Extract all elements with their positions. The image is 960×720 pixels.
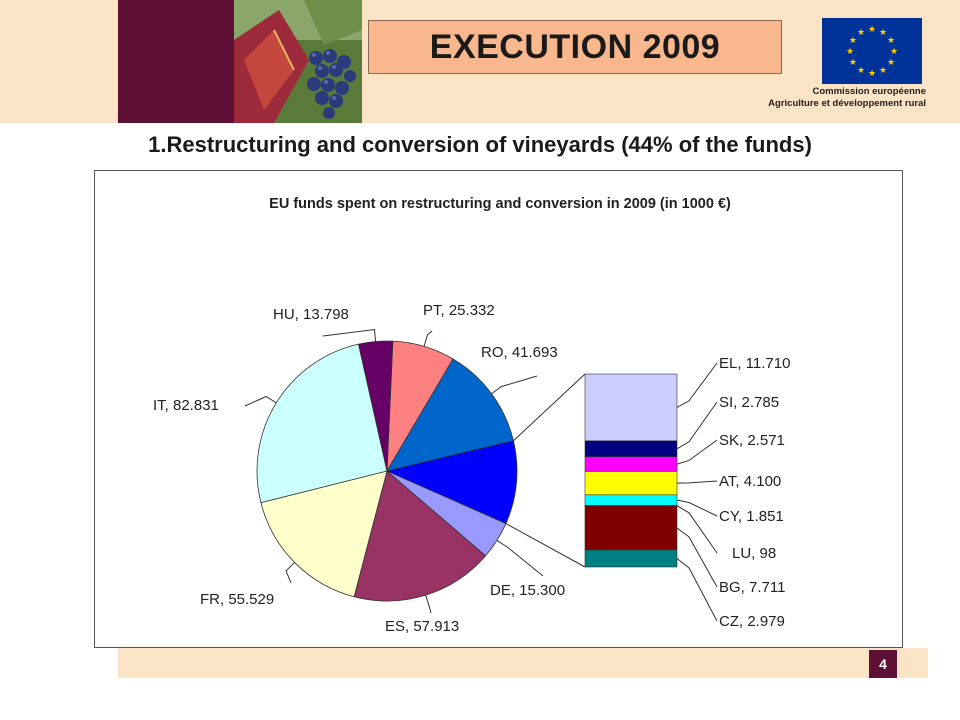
segment-label: BG, 7.711 [719, 579, 785, 596]
slice-label: PT, 25.332 [423, 302, 495, 319]
breakdown-segment [584, 440, 678, 458]
segment-leader-line [676, 401, 718, 450]
breakdown-segment [584, 456, 678, 472]
segment-label: CY, 1.851 [719, 508, 784, 525]
flag-star-icon: ★ [857, 27, 865, 37]
pie-slice [256, 343, 388, 504]
slice-leader-line [491, 375, 538, 395]
flag-star-icon: ★ [868, 24, 876, 34]
commission-logo-text: Commission européenne Agriculture et dév… [760, 86, 926, 110]
segment-leader-line [676, 362, 718, 408]
breakdown-connector-top [513, 373, 586, 442]
slice-label: DE, 15.300 [490, 582, 565, 599]
slice-leader-line [244, 395, 277, 407]
segment-leader-line [676, 558, 718, 622]
flag-star-icon: ★ [879, 27, 887, 37]
page-title: EXECUTION 2009 [368, 20, 782, 74]
slice-leader-line [425, 594, 432, 614]
breakdown-segment [584, 549, 678, 568]
pie-slice [385, 440, 518, 525]
pie-slice [386, 358, 514, 472]
slice-leader-line [285, 562, 295, 584]
slice-leader-line [496, 540, 544, 577]
segment-leader-line [676, 499, 718, 517]
slice-label: ES, 57.913 [385, 618, 459, 635]
flag-star-icon: ★ [879, 65, 887, 75]
segment-leader-line [676, 527, 718, 588]
slice-label: HU, 13.798 [273, 306, 349, 323]
flag-star-icon: ★ [849, 35, 857, 45]
grapes-photo [234, 0, 362, 123]
org-line-2: Agriculture et développement rural [768, 98, 926, 109]
breakdown-segment [584, 471, 678, 496]
chart-frame: EU funds spent on restructuring and conv… [94, 170, 903, 648]
breakdown-segment [584, 373, 678, 442]
segment-label: CZ, 2.979 [719, 613, 785, 630]
segment-label: AT, 4.100 [719, 473, 781, 490]
flag-star-icon: ★ [868, 68, 876, 78]
pie-chart: EU funds spent on restructuring and conv… [153, 196, 790, 635]
breakdown-connector-bottom [505, 523, 586, 568]
pie-slice [260, 470, 388, 598]
slide-subtitle: 1.Restructuring and conversion of vineya… [148, 132, 812, 157]
breakdown-segment [584, 505, 678, 551]
slice-label: RO, 41.693 [481, 344, 558, 361]
flag-star-icon: ★ [890, 46, 898, 56]
slice-leader-line [423, 330, 433, 347]
org-line-1: Commission européenne [812, 86, 927, 97]
slice-label: IT, 82.831 [153, 397, 219, 414]
slice-leader-line [322, 328, 377, 342]
pie-slice [358, 340, 394, 472]
flag-star-icon: ★ [849, 57, 857, 67]
flag-star-icon: ★ [887, 35, 895, 45]
flag-star-icon: ★ [887, 57, 895, 67]
segment-leader-line [676, 439, 718, 465]
header-accent-bar [118, 0, 234, 123]
segment-label: EL, 11.710 [719, 355, 790, 372]
page-number: 4 [869, 650, 897, 678]
flag-star-icon: ★ [846, 46, 854, 56]
slice-label: FR, 55.529 [200, 591, 274, 608]
segment-label: LU, 98 [732, 545, 776, 562]
flag-star-icon: ★ [857, 65, 865, 75]
breakdown-segment [584, 494, 678, 506]
segment-leader-line [676, 480, 718, 484]
pie-slice [353, 470, 487, 602]
segment-label: SI, 2.785 [719, 394, 779, 411]
segment-label: SK, 2.571 [719, 432, 785, 449]
segment-leader-line [676, 505, 718, 554]
eu-flag-icon: ★ ★ ★ ★ ★ ★ ★ ★ ★ ★ ★ ★ [822, 18, 922, 84]
footer-band [118, 648, 928, 678]
chart-title: EU funds spent on restructuring and conv… [269, 196, 731, 212]
